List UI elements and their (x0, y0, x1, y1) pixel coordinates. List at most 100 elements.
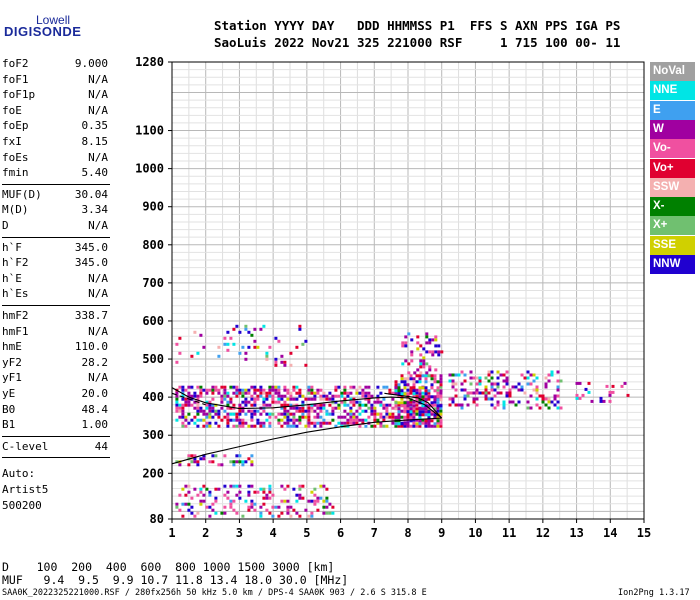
echo-pixel (424, 413, 428, 417)
echo-pixel (316, 508, 320, 512)
echo-pixel (259, 424, 263, 428)
echo-pixel (178, 351, 182, 355)
echo-pixel (418, 416, 422, 420)
echo-pixel (262, 400, 266, 404)
echo-pixel (217, 354, 221, 358)
param-fmin: fmin 5.40 (2, 166, 108, 181)
echo-pixel (214, 511, 218, 515)
echo-pixel (433, 416, 437, 420)
echo-pixel (448, 379, 452, 383)
echo-pixel (526, 406, 530, 410)
echo-pixel (413, 371, 417, 375)
echo-pixel (397, 389, 401, 393)
echo-pixel (220, 406, 224, 410)
echo-pixel (523, 391, 527, 395)
echo-pixel (428, 365, 432, 369)
echo-pixel (247, 391, 251, 395)
y-tick-label: 80 (150, 512, 164, 526)
echo-pixel (328, 412, 332, 416)
echo-pixel (262, 397, 266, 401)
echo-pixel (409, 416, 413, 420)
echo-pixel (472, 391, 476, 395)
echo-pixel (475, 403, 479, 407)
echo-pixel (229, 502, 233, 506)
echo-pixel (184, 493, 188, 497)
echo-pixel (370, 406, 374, 410)
echo-pixel (184, 502, 188, 506)
echo-pixel (337, 421, 341, 425)
echo-pixel (319, 397, 323, 401)
echo-pixel (226, 403, 230, 407)
echo-pixel (292, 418, 296, 422)
echo-pixel (262, 424, 266, 428)
echo-pixel (439, 380, 443, 384)
echo-pixel (313, 409, 317, 413)
echo-pixel (196, 460, 200, 464)
echo-pixel (283, 406, 287, 410)
echo-pixel (250, 463, 254, 467)
echo-pixel (364, 397, 368, 401)
echo-pixel (232, 463, 236, 467)
echo-pixel (214, 454, 218, 458)
echo-pixel (190, 457, 194, 461)
echo-pixel (268, 487, 272, 491)
echo-pixel (193, 514, 197, 518)
echo-pixel (436, 391, 440, 395)
echo-pixel (205, 487, 209, 491)
echo-pixel (202, 345, 206, 349)
echo-pixel (202, 484, 206, 488)
echo-pixel (436, 409, 440, 413)
echo-pixel (424, 386, 428, 390)
echo-pixel (608, 399, 612, 403)
echo-pixel (265, 496, 269, 500)
echo-pixel (271, 388, 275, 392)
echo-pixel (361, 388, 365, 392)
echo-pixel (244, 388, 248, 392)
echo-pixel (226, 415, 230, 419)
echo-pixel (205, 421, 209, 425)
echo-pixel (466, 403, 470, 407)
echo-pixel (349, 409, 353, 413)
echo-pixel (428, 368, 432, 372)
echo-pixel (310, 421, 314, 425)
echo-pixel (406, 392, 410, 396)
echo-pixel (304, 397, 308, 401)
param-value: N/A (88, 324, 108, 338)
echo-pixel (301, 484, 305, 488)
echo-pixel (208, 424, 212, 428)
echo-pixel (418, 377, 422, 381)
echo-pixel (211, 502, 215, 506)
echo-pixel (253, 385, 257, 389)
echo-pixel (175, 391, 179, 395)
echo-pixel (205, 505, 209, 509)
echo-pixel (409, 419, 413, 423)
echo-pixel (235, 394, 239, 398)
echo-pixel (490, 370, 494, 374)
echo-pixel (553, 394, 557, 398)
echo-pixel (556, 370, 560, 374)
echo-pixel (358, 412, 362, 416)
echo-pixel (427, 389, 431, 393)
echo-pixel (187, 391, 191, 395)
echo-pixel (211, 397, 215, 401)
param-name: h`F (2, 240, 22, 254)
echo-pixel (307, 406, 311, 410)
echo-pixel (214, 421, 218, 425)
echo-pixel (385, 412, 389, 416)
echo-pixel (385, 406, 389, 410)
echo-pixel (397, 407, 401, 411)
echo-pixel (475, 376, 479, 380)
echo-pixel (400, 395, 404, 399)
echo-pixel (532, 388, 536, 392)
echo-pixel (373, 424, 377, 428)
echo-pixel (235, 418, 239, 422)
param-fof2: foF2 9.000 (2, 57, 108, 72)
echo-pixel (319, 415, 323, 419)
echo-pixel (373, 415, 377, 419)
echo-pixel (295, 418, 299, 422)
echo-pixel (370, 409, 374, 413)
panel-divider (2, 183, 110, 185)
echo-pixel (412, 421, 416, 425)
echo-pixel (217, 487, 221, 491)
param-name: D (2, 219, 9, 232)
